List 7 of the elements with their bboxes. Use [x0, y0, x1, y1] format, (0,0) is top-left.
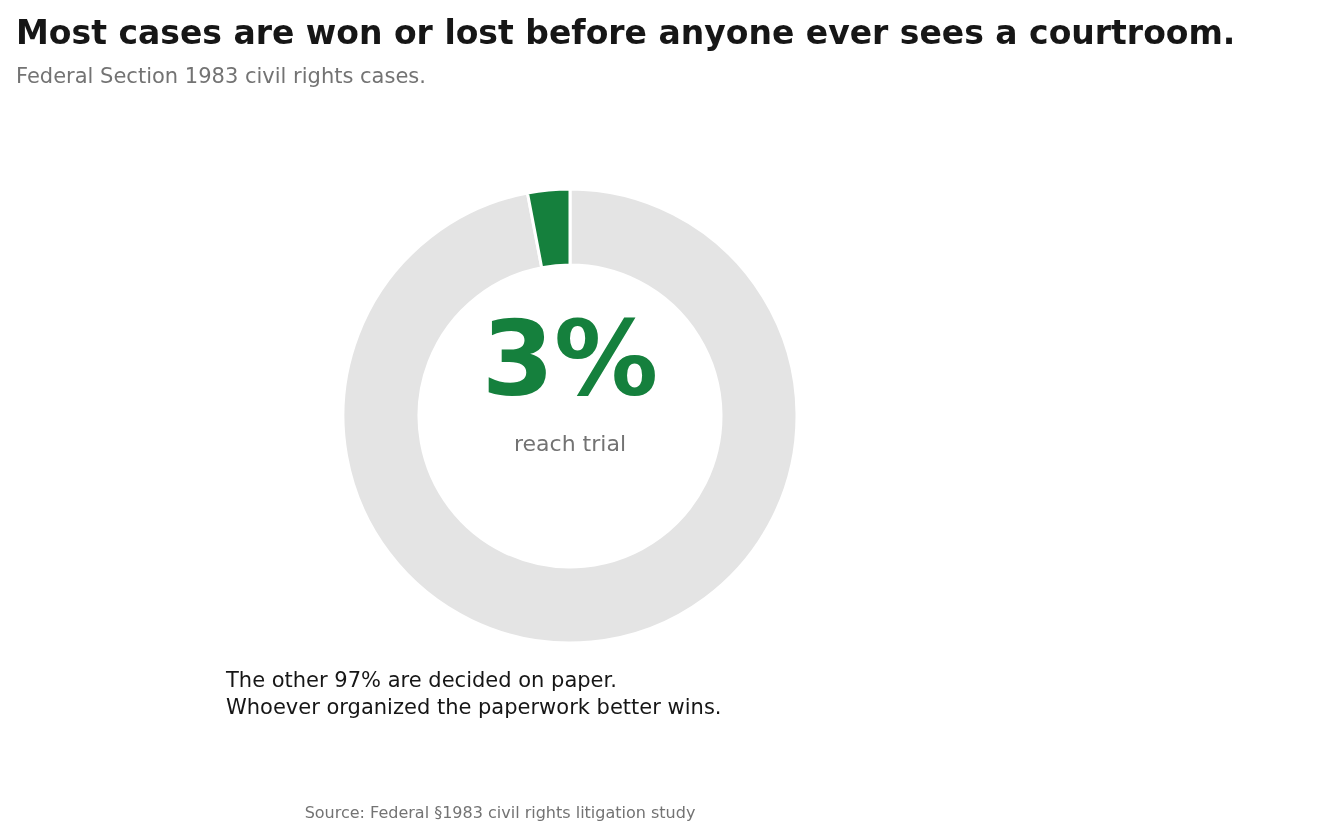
slice-label: reach trial [514, 431, 626, 456]
donut-slice [341, 187, 799, 645]
chart-title: Most cases are won or lost before anyone ever sees a courtroom. [16, 13, 1236, 52]
chart-subtitle: Federal Section 1983 civil rights cases. [16, 64, 426, 88]
text: The other 97% are decided on paper. Whoever organized the paperwork better wins. [225, 668, 722, 719]
source-note: Source: Federal §1983 civil rights litigation study [304, 803, 696, 822]
data-label: 3% [481, 298, 659, 420]
